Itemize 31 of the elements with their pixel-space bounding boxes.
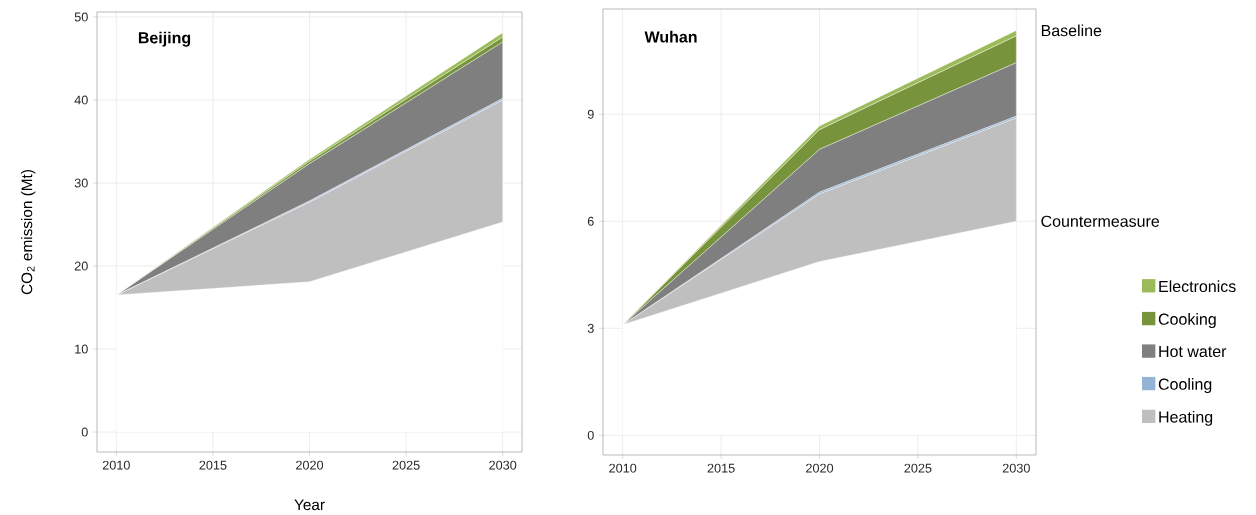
series-label: Countermeasure bbox=[1041, 215, 1160, 228]
y-tick-label: 40 bbox=[74, 95, 88, 105]
x-tick-label: 2025 bbox=[392, 460, 420, 470]
y-tick-label: 50 bbox=[74, 12, 88, 22]
y-tick-label: 9 bbox=[587, 109, 594, 119]
x-tick-label: 2030 bbox=[1002, 463, 1030, 473]
x-tick-label: 2015 bbox=[707, 463, 735, 473]
x-tick-label: 2020 bbox=[806, 463, 834, 473]
legend-label: Cooking bbox=[1158, 313, 1216, 329]
x-tick-label: 2025 bbox=[904, 463, 932, 473]
y-tick-label: 10 bbox=[75, 344, 88, 354]
y-tick-label: 0 bbox=[587, 431, 594, 441]
x-tick-label: 2020 bbox=[296, 460, 324, 470]
x-tick-label: 2010 bbox=[102, 460, 130, 470]
x-axis-title: Year bbox=[294, 499, 325, 511]
text: Beijing bbox=[138, 31, 191, 47]
text: Baseline bbox=[1041, 24, 1102, 37]
x-tick-label: 2015 bbox=[199, 460, 227, 470]
x-tick-label: 2030 bbox=[489, 460, 517, 470]
x-tick-label: 2010 bbox=[609, 463, 637, 473]
y-tick-label: 0 bbox=[81, 427, 88, 437]
y-tick-label: 3 bbox=[587, 324, 594, 334]
y-tick-label: 30 bbox=[74, 178, 88, 188]
y-tick-label: 20 bbox=[74, 261, 88, 271]
legend-label: Electronics bbox=[1159, 280, 1236, 293]
text: Wuhan bbox=[644, 31, 697, 43]
legend-label: Hot water bbox=[1159, 346, 1227, 358]
y-tick-label: 6 bbox=[587, 217, 594, 226]
y-axis-title: CO$_{2}$ emission (Mt) bbox=[21, 170, 36, 295]
legend-label: Heating bbox=[1159, 411, 1213, 427]
legend-label: Cooling bbox=[1158, 378, 1212, 394]
